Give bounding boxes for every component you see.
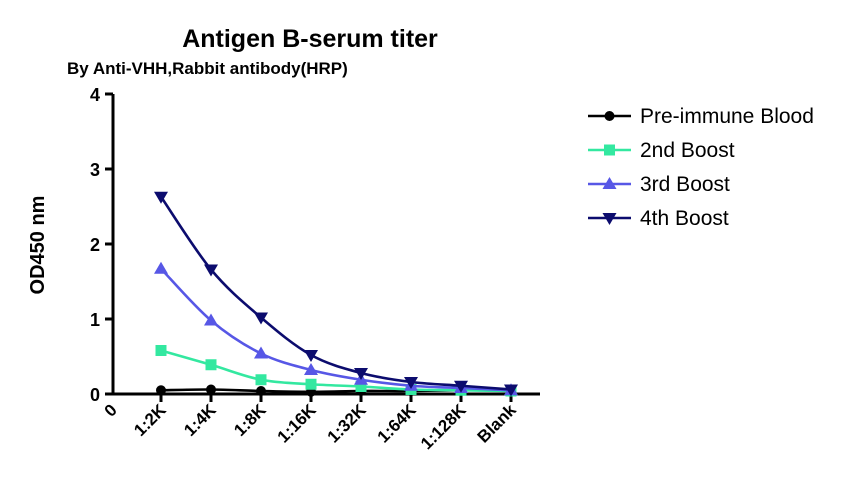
x-tick-label: 1:4K — [180, 400, 220, 440]
series-3rd-boost — [154, 261, 518, 396]
x-tick-label: 1:8K — [230, 400, 270, 440]
data-point — [305, 378, 317, 390]
x-tick-label: 1:64K — [374, 400, 421, 447]
axes — [111, 94, 540, 396]
y-tick-label: 0 — [90, 385, 100, 405]
data-point — [204, 264, 218, 277]
legend-item: Pre-immune Blood — [588, 105, 814, 128]
y-tick-label: 1 — [90, 310, 100, 330]
data-point — [304, 350, 318, 362]
data-point — [504, 384, 518, 397]
y-axis-label: OD450 nm — [27, 196, 49, 295]
data-point — [255, 374, 267, 386]
chart-subtitle: By Anti-VHH,Rabbit antibody(HRP) — [67, 59, 348, 78]
y-axis-ticks: 0 1 2 3 4 — [90, 85, 113, 405]
data-point — [254, 346, 268, 359]
data-point — [355, 381, 367, 392]
legend-item: 3rd Boost — [588, 173, 730, 196]
legend-item: 4th Boost — [588, 207, 729, 230]
x-tick-label: 1:32K — [324, 400, 371, 447]
data-point — [256, 386, 266, 396]
data-point — [205, 359, 217, 371]
data-point — [404, 377, 418, 389]
data-point — [154, 261, 168, 274]
data-point — [304, 363, 318, 375]
legend-marker — [604, 111, 615, 121]
x-origin-label: 0 — [101, 400, 121, 420]
legend-label: 3rd Boost — [640, 173, 730, 196]
data-point — [206, 384, 216, 395]
legend-label: 4th Boost — [640, 207, 729, 230]
y-tick-label: 4 — [90, 85, 100, 105]
y-tick-label: 3 — [90, 160, 100, 180]
data-point — [154, 191, 168, 204]
chart-title: Antigen B-serum titer — [182, 25, 438, 53]
legend-label: 2nd Boost — [640, 139, 735, 162]
x-tick-label: 1:128K — [417, 400, 470, 453]
legend-item: 2nd Boost — [588, 139, 735, 162]
y-tick-label: 2 — [90, 235, 100, 255]
legend-marker — [604, 144, 615, 156]
data-point — [156, 385, 166, 396]
data-point — [354, 368, 368, 380]
x-tick-label: Blank — [474, 400, 521, 447]
x-tick-label: 1:2K — [130, 400, 170, 440]
series-4th-boost — [154, 191, 518, 397]
data-point — [454, 380, 468, 393]
legend: Pre-immune Blood 2nd Boost 3rd Boost 4th Bo… — [588, 105, 814, 230]
data-point — [254, 312, 268, 325]
legend-label: Pre-immune Blood — [640, 105, 814, 128]
x-tick-label: 1:16K — [274, 400, 321, 447]
data-point — [155, 345, 167, 356]
series-line — [160, 267, 512, 392]
data-point — [204, 313, 218, 326]
legend-marker — [602, 177, 617, 189]
series-group — [154, 191, 518, 397]
legend-marker — [602, 213, 617, 225]
